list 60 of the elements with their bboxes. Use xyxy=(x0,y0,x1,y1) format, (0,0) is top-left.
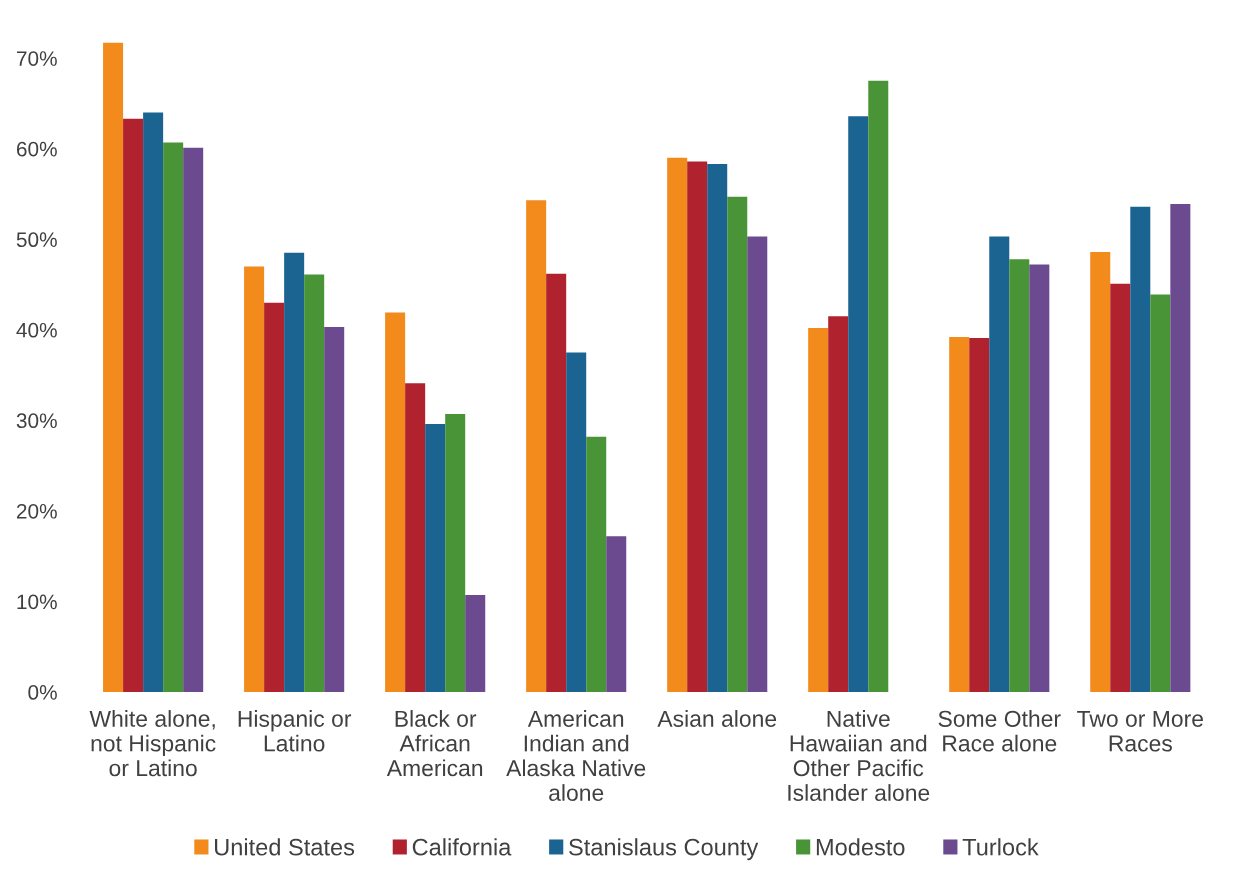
bar xyxy=(808,328,829,693)
y-tick-label: 60% xyxy=(16,141,57,157)
bar xyxy=(163,142,184,693)
y-tick-label: 10% xyxy=(17,594,57,610)
bar xyxy=(1009,259,1030,693)
bar xyxy=(606,536,627,693)
bar xyxy=(244,266,265,693)
bar xyxy=(264,302,285,693)
x-tick-label: Native Hawaiian and Other Pacific Islander alone xyxy=(788,710,930,801)
bar xyxy=(465,595,486,693)
bar xyxy=(324,327,345,693)
x-tick-label: Some Other Race alone xyxy=(938,710,1061,752)
bar xyxy=(304,274,325,693)
bar xyxy=(1150,294,1171,693)
y-tick-label: 20% xyxy=(16,503,57,519)
bar xyxy=(707,164,728,693)
bar xyxy=(546,273,567,693)
bar xyxy=(1029,264,1050,693)
bar xyxy=(1110,283,1131,693)
bar xyxy=(526,200,547,693)
bar xyxy=(284,252,305,693)
bar xyxy=(747,236,768,693)
legend-label: Modesto xyxy=(816,838,905,856)
legend-label: California xyxy=(412,838,512,856)
legend-label: Turlock xyxy=(962,838,1039,856)
bar xyxy=(969,337,990,693)
x-tick-label: White alone, not Hispanic or Latino xyxy=(89,710,216,777)
bar xyxy=(848,116,869,693)
bar xyxy=(183,147,204,693)
y-tick-label: 30% xyxy=(16,413,57,429)
y-tick-label: 40% xyxy=(16,322,57,338)
x-tick-label: Two or More Races xyxy=(1077,710,1203,752)
bar xyxy=(1170,203,1191,693)
bar xyxy=(566,352,587,693)
x-tick-label: Asian alone xyxy=(657,710,777,727)
bar xyxy=(667,157,688,693)
y-tick-label: 50% xyxy=(16,232,57,248)
x-tick-label: Black or African American xyxy=(386,710,483,777)
bar xyxy=(1130,206,1151,693)
bar xyxy=(123,118,144,693)
bar xyxy=(828,316,849,693)
bar xyxy=(989,236,1010,693)
bar xyxy=(405,383,426,693)
bar xyxy=(727,196,748,693)
legend-label: Stanislaus County xyxy=(569,838,759,861)
bar xyxy=(143,112,164,693)
bar xyxy=(687,161,708,693)
legend-label: United States xyxy=(215,838,355,856)
bar xyxy=(1090,251,1111,693)
x-tick-label: American Indian and Alaska Native alone xyxy=(506,710,646,801)
y-tick-label: 70% xyxy=(16,51,57,66)
bar xyxy=(385,312,406,693)
bar xyxy=(586,436,607,693)
bar xyxy=(445,414,466,693)
bar xyxy=(103,42,124,693)
y-tick-label: 0% xyxy=(28,685,57,700)
bar xyxy=(868,80,889,693)
bar xyxy=(949,337,970,693)
bar xyxy=(425,423,446,693)
x-tick-label: Hispanic or Latino xyxy=(238,710,352,752)
